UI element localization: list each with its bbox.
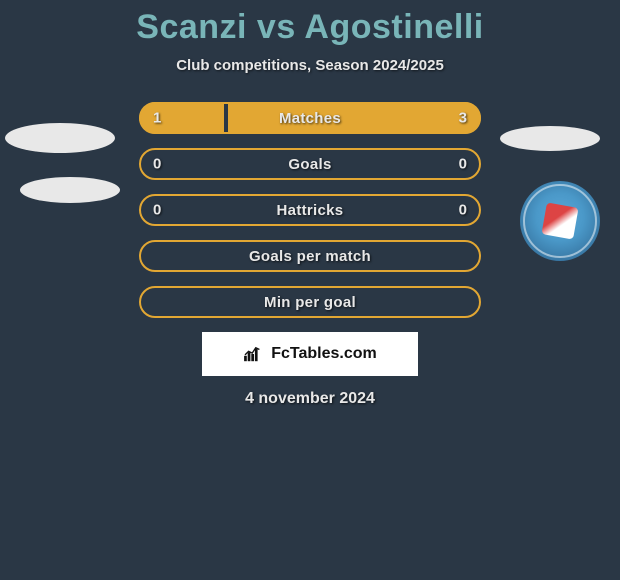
bar-value-right: 0 (459, 156, 467, 173)
stat-bar: 0 Hattricks 0 (139, 194, 481, 226)
player-left-badge-1 (5, 123, 115, 153)
bar-label: Hattricks (277, 202, 344, 219)
bar-value-left: 0 (153, 156, 161, 173)
player-left-badge-2 (20, 177, 120, 203)
player-right-club-badge (520, 181, 600, 261)
source-logo-text: FcTables.com (271, 345, 377, 363)
stat-bar: Min per goal (139, 286, 481, 318)
subtitle: Club competitions, Season 2024/2025 (0, 57, 620, 74)
bar-fill-left (139, 102, 224, 134)
bar-label: Goals (288, 156, 331, 173)
stat-bars-container: 1 Matches 3 0 Goals 0 0 Hattricks 0 Goals per mat… (139, 102, 481, 318)
page-title: Scanzi vs Agostinelli (0, 8, 620, 47)
club-badge-inner (541, 202, 578, 239)
player-right-badge-1 (500, 126, 600, 151)
stat-bar: 0 Goals 0 (139, 148, 481, 180)
source-logo-box: FcTables.com (202, 332, 418, 376)
bar-value-right: 0 (459, 202, 467, 219)
bar-label: Min per goal (264, 294, 356, 311)
bar-fill-right (228, 102, 482, 134)
bar-label: Goals per match (249, 248, 371, 265)
bar-label: Matches (279, 110, 341, 127)
fctables-icon (243, 345, 265, 363)
infographic-root: Scanzi vs Agostinelli Club competitions,… (0, 0, 620, 408)
stat-bar: 1 Matches 3 (139, 102, 481, 134)
bar-value-right: 3 (459, 110, 467, 127)
date-label: 4 november 2024 (0, 390, 620, 408)
bar-value-left: 1 (153, 110, 161, 127)
stat-bar: Goals per match (139, 240, 481, 272)
bar-value-left: 0 (153, 202, 161, 219)
